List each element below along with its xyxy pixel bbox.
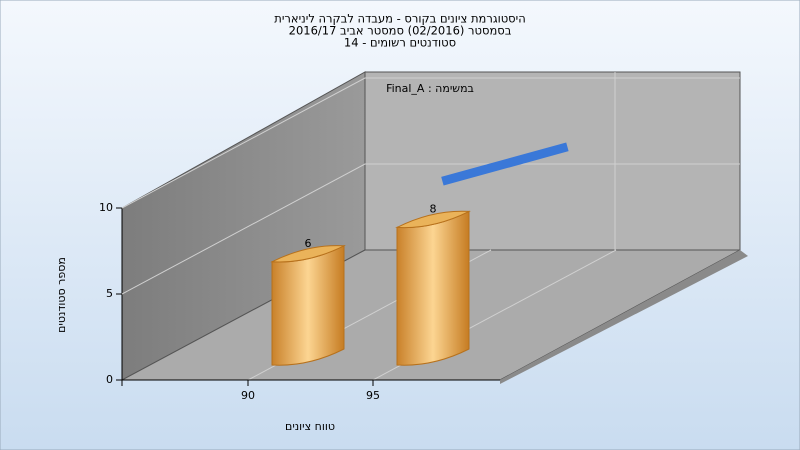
y-tick-label: 0 — [106, 373, 113, 386]
chart-title: בסמסטר (02/2016) סמסטר אביב 2016/17 — [289, 24, 512, 38]
data-label: 6 — [305, 237, 312, 250]
chart-title: סטודנטים רשומים - 14 — [344, 36, 456, 50]
x-tick-label: 95 — [366, 389, 380, 402]
x-axis-title: טווח ציונים — [285, 420, 335, 433]
bar-top — [270, 245, 346, 263]
grid-line — [121, 163, 740, 295]
data-label: 8 — [430, 202, 437, 215]
x-tick-label: 90 — [241, 389, 255, 402]
y-axis-title: מספר סטודנטים — [55, 257, 68, 333]
floor-edge — [500, 250, 748, 384]
grid-line — [121, 77, 740, 209]
y-tick-label: 10 — [99, 201, 113, 214]
annotation: Final_A : במשימה — [386, 82, 474, 95]
chart-title: היסטוגרמת ציונים בקורס - מעבדה לבקרה לינ… — [274, 12, 525, 26]
y-tick-label: 5 — [106, 287, 113, 300]
bar — [396, 210, 470, 366]
line-series — [441, 142, 569, 186]
bar — [271, 244, 345, 366]
bar-top — [395, 210, 471, 229]
